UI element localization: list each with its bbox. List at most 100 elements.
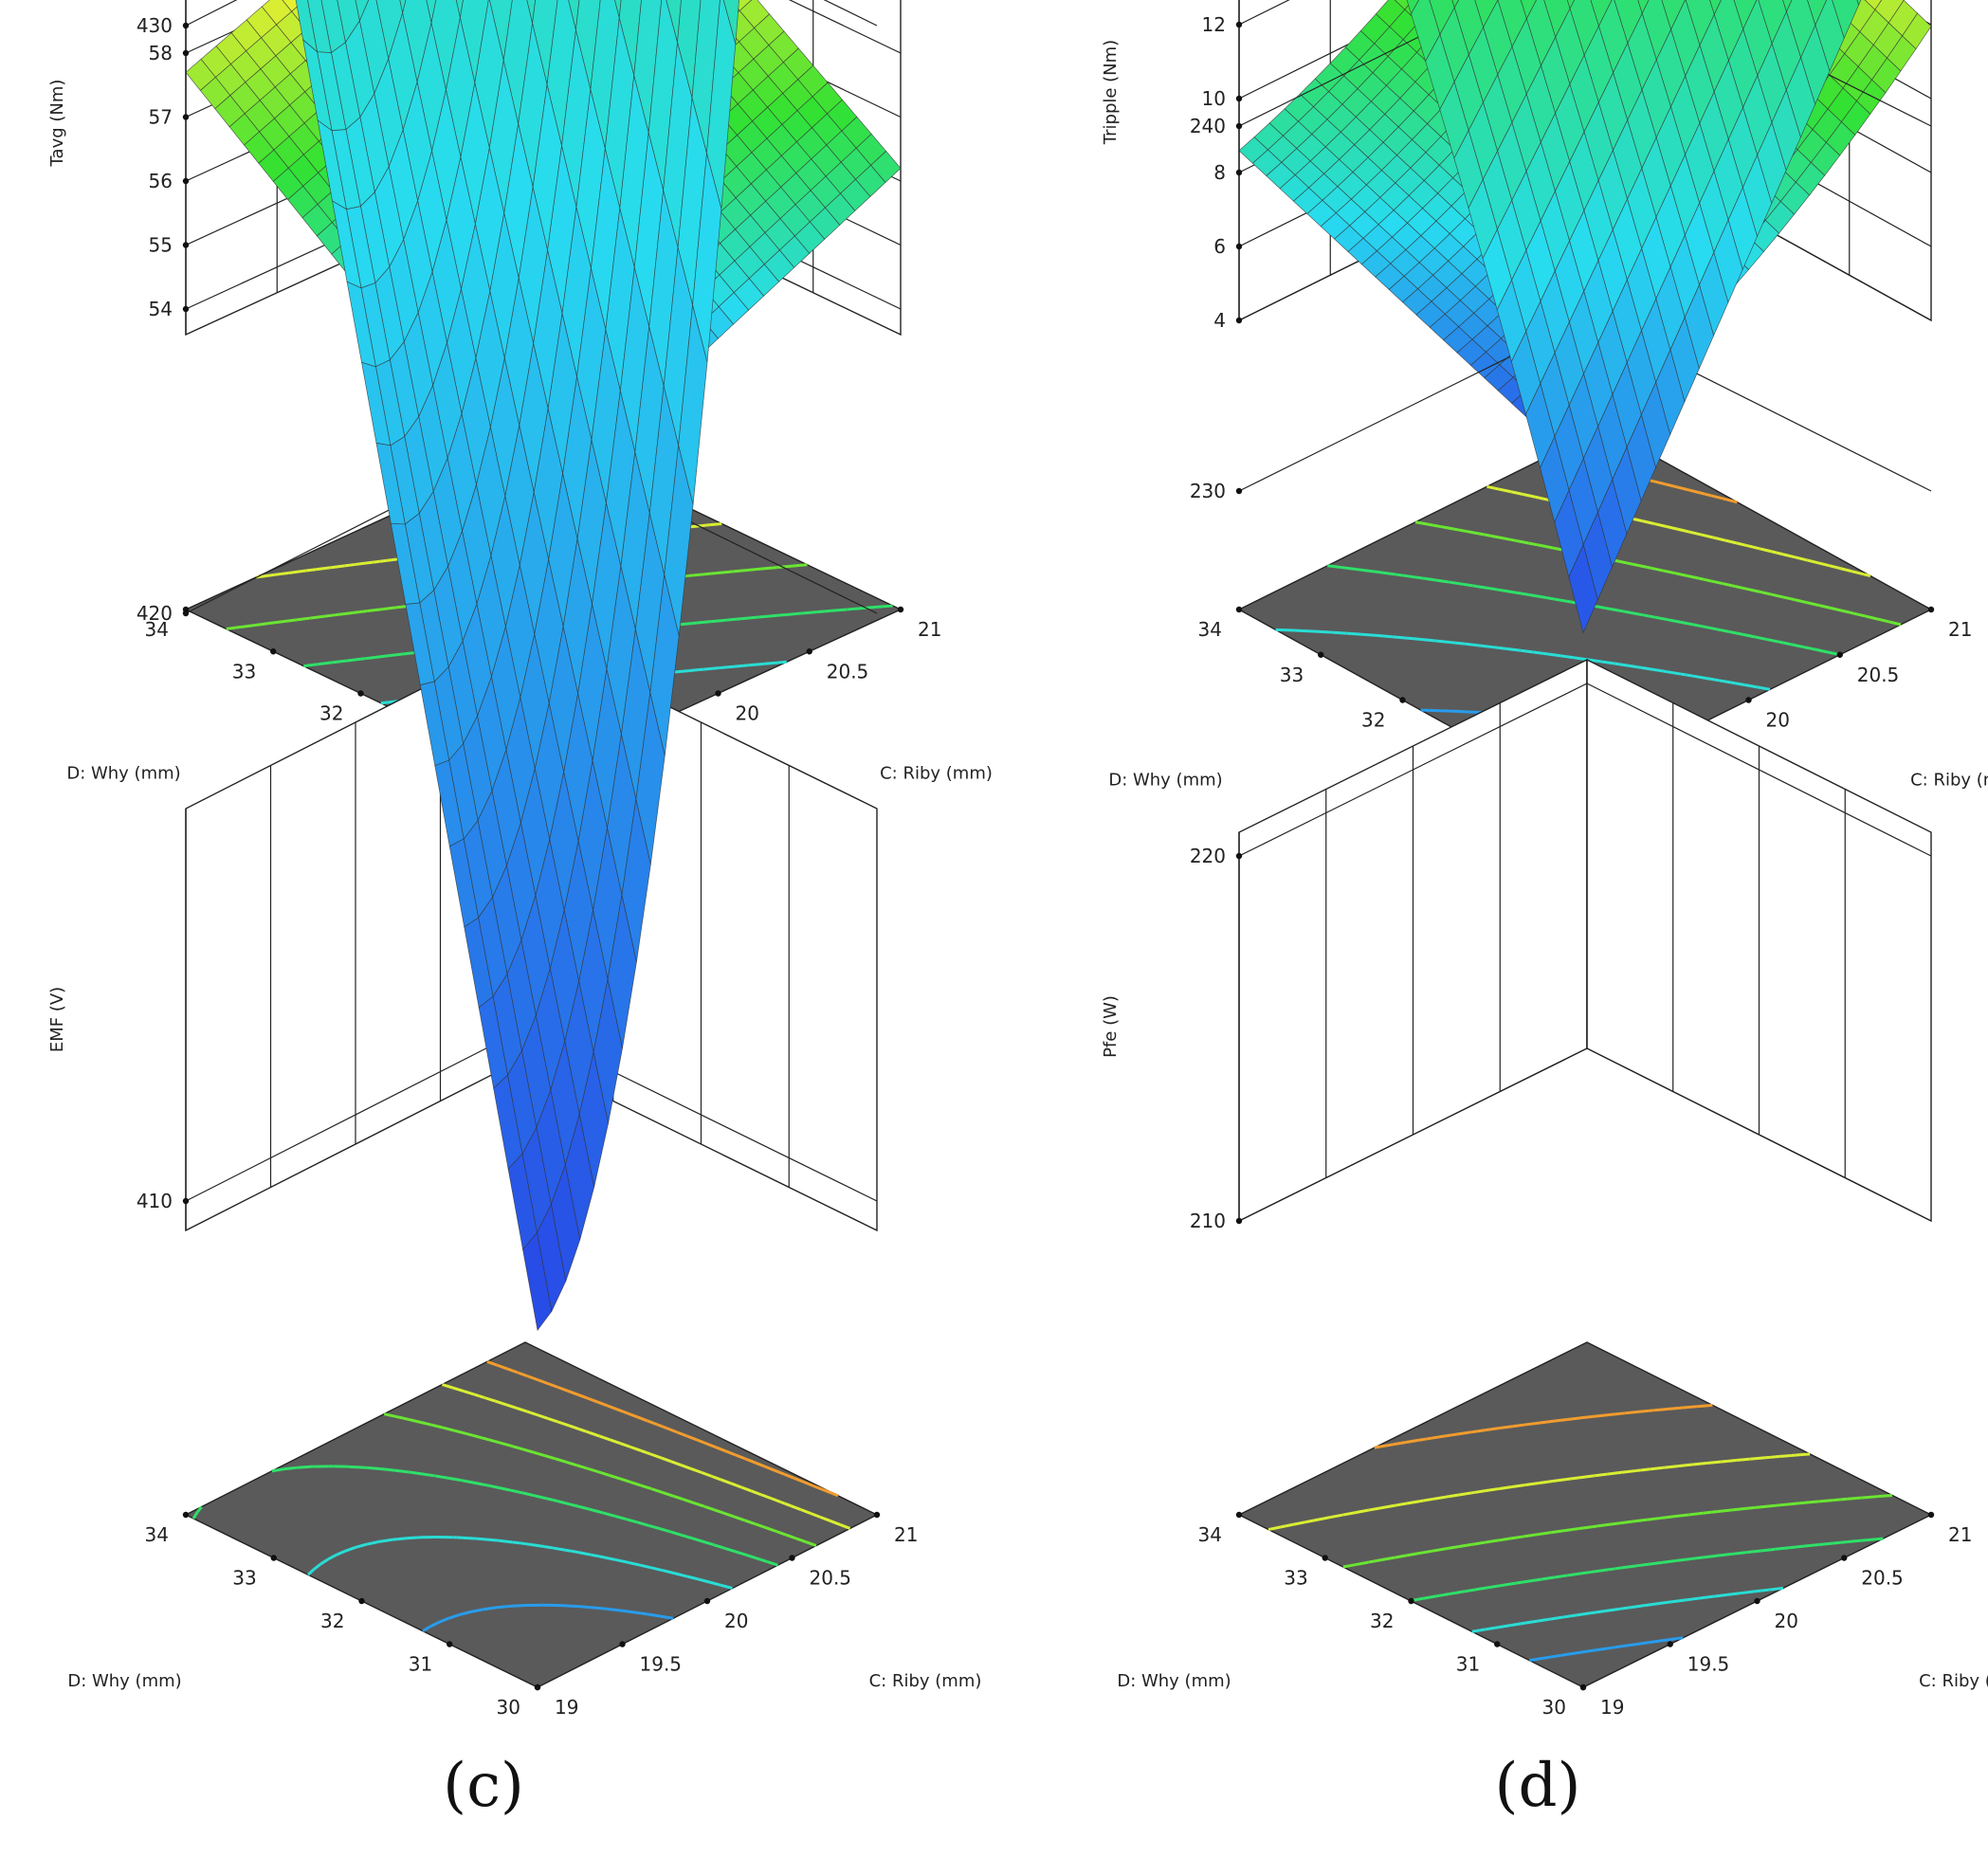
contour-segment xyxy=(1664,1465,1679,1469)
contour-segment xyxy=(1631,1604,1645,1610)
x-axis-title: C: Riby (mm) xyxy=(1919,1671,1988,1691)
contour-segment xyxy=(1875,1537,1884,1541)
contour-segment xyxy=(520,1490,523,1495)
y-tick-mark xyxy=(1235,606,1243,613)
contour-segment xyxy=(607,1404,618,1411)
contour-segment xyxy=(691,1537,704,1543)
contour-segment xyxy=(578,1428,587,1433)
contour-segment xyxy=(723,1512,736,1519)
contour-segment xyxy=(1627,664,1637,669)
contour-segment xyxy=(1541,595,1547,600)
contour-segment xyxy=(1838,566,1842,571)
contour-segment xyxy=(338,610,354,616)
contour-segment xyxy=(1700,1403,1713,1408)
contour-segment xyxy=(434,1474,449,1480)
contour-segment xyxy=(587,1396,599,1404)
contour-segment xyxy=(774,1468,785,1476)
contour-segment xyxy=(1546,596,1555,601)
contour-segment xyxy=(1577,1611,1592,1617)
y-tick-label: 33 xyxy=(232,1567,256,1590)
contour-segment xyxy=(1770,1454,1780,1459)
contour-segment xyxy=(671,1494,684,1502)
contour-segment xyxy=(283,1466,297,1471)
contour-segment xyxy=(1484,1538,1499,1544)
y-tick-label: 33 xyxy=(1284,1567,1307,1590)
contour-segment xyxy=(1574,656,1589,662)
contour-segment xyxy=(284,618,298,623)
contour-segment xyxy=(537,1413,549,1420)
contour-segment xyxy=(656,1423,664,1429)
contour-segment xyxy=(498,1538,513,1544)
contour-segment xyxy=(306,1568,316,1576)
contour-segment xyxy=(596,1400,609,1408)
floor xyxy=(184,1341,879,1688)
contour-segment xyxy=(1449,1590,1463,1596)
surface-cell xyxy=(1782,0,1793,13)
contour-segment xyxy=(614,1514,628,1521)
contour-segment xyxy=(1499,1485,1513,1490)
contour-segment xyxy=(1766,638,1780,644)
surface-cell xyxy=(1406,0,1419,15)
contour-segment xyxy=(495,1399,507,1407)
contour-segment xyxy=(1862,1495,1878,1500)
contour-segment xyxy=(1351,631,1362,636)
surface-cell xyxy=(426,0,437,24)
contour-segment xyxy=(720,665,735,669)
contour-segment xyxy=(692,1501,704,1508)
contour-segment xyxy=(1590,1570,1596,1574)
contour-segment xyxy=(1650,1466,1663,1471)
contour-segment xyxy=(1712,536,1716,540)
contour-segment xyxy=(366,1466,380,1471)
contour-segment xyxy=(603,1511,616,1518)
contour-segment xyxy=(1498,487,1511,494)
contour-segment xyxy=(1516,1579,1528,1585)
contour-segment xyxy=(1435,639,1450,645)
y-tick-label: 34 xyxy=(145,618,169,641)
contour-segment xyxy=(1432,523,1442,529)
contour-segment xyxy=(1746,1550,1754,1555)
contour-segment xyxy=(1760,686,1771,691)
y-tick-label: 34 xyxy=(1198,1523,1222,1546)
contour-segment xyxy=(1425,576,1437,582)
contour-segment xyxy=(592,1508,605,1515)
z-axis-title: EMF (V) xyxy=(47,987,67,1052)
contour-segment xyxy=(744,1519,757,1526)
contour-segment xyxy=(1829,564,1840,570)
contour-segment xyxy=(1840,1497,1849,1502)
contour-segment xyxy=(500,1441,512,1447)
contour-segment xyxy=(701,1470,712,1478)
contour-segment xyxy=(1642,613,1650,618)
contour-segment xyxy=(1603,1608,1618,1613)
contour-segment xyxy=(533,1450,545,1457)
contour-segment xyxy=(1756,635,1768,642)
contour-segment xyxy=(1605,606,1618,612)
contour-segment xyxy=(660,1614,674,1620)
y-tick-mark xyxy=(447,1641,453,1648)
surface-cell xyxy=(1566,0,1576,10)
y-tick-label: 32 xyxy=(320,1610,344,1632)
contour-segment xyxy=(1541,544,1554,550)
contour-segment xyxy=(1657,1407,1669,1411)
contour-segment xyxy=(1840,1540,1848,1544)
contour-segment xyxy=(1850,610,1854,615)
contour-segment xyxy=(822,1488,833,1495)
surface-cell xyxy=(1568,543,1598,634)
contour-segment xyxy=(640,1448,647,1454)
contour-segment xyxy=(619,1477,631,1484)
contour-segment xyxy=(740,1485,752,1493)
contour-segment xyxy=(458,1611,471,1617)
contour-segment xyxy=(1833,1498,1841,1502)
contour-segment xyxy=(587,1466,599,1474)
x-tick-label: 21 xyxy=(918,618,941,641)
contour-segment xyxy=(1405,1438,1419,1444)
contour-segment xyxy=(488,1438,501,1445)
contour-segment xyxy=(1815,647,1829,654)
contour-segment xyxy=(1525,1421,1541,1427)
contour-segment xyxy=(667,1529,671,1534)
contour-segment xyxy=(663,1569,676,1575)
contour-segment xyxy=(1524,1481,1540,1486)
contour-segment xyxy=(1788,1502,1799,1506)
contour-segment xyxy=(1418,1437,1428,1442)
panel-d: 2102202302402502602702801919.52020.52130… xyxy=(1101,0,1988,1821)
contour-segment xyxy=(447,1613,460,1620)
